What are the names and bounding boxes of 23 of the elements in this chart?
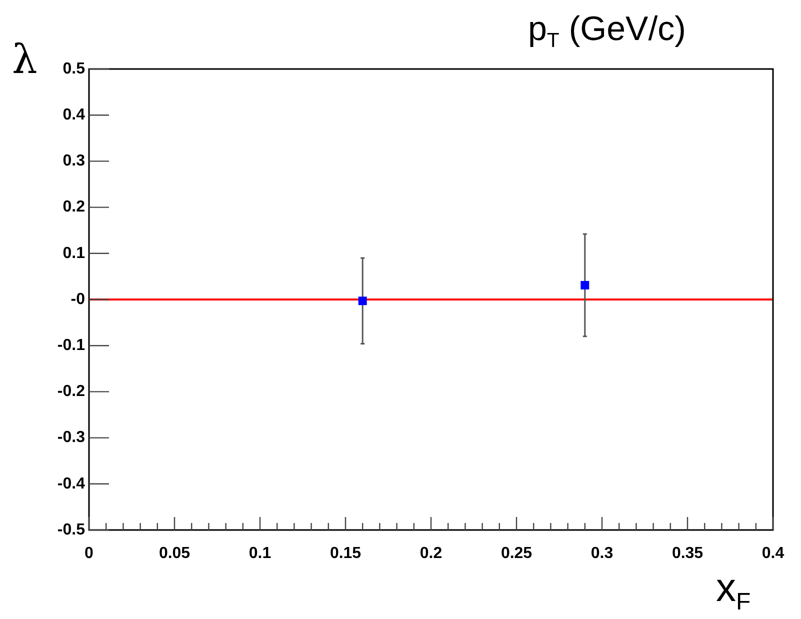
y-tick-label: -0.3 (57, 429, 86, 446)
x-tick-label: 0.2 (420, 545, 442, 562)
x-tick-label: 0.1 (248, 545, 272, 562)
text: p$_{T}$ (GeV/c) (528, 10, 686, 52)
y-tick-label: -0 (70, 290, 86, 308)
y-tick-label: 0.1 (62, 244, 86, 262)
x-axis-title: x$_{F}$ (716, 566, 751, 616)
y-tick-label: 0.5 (62, 60, 86, 78)
y-axis-title: λ (12, 37, 38, 83)
x-tick-label: 0.4 (762, 545, 784, 562)
x-tick-label: 0.3 (590, 545, 614, 562)
x-tick-label: 0.25 (500, 545, 532, 562)
y-tick-label: 0.3 (62, 152, 86, 170)
x-tick-label: 0.05 (158, 545, 190, 562)
y-tick-label: 0.2 (62, 198, 86, 216)
y-tick-label: -0.1 (57, 337, 86, 354)
y-tick-label: -0.2 (57, 383, 86, 400)
y-tick-label: -0.5 (57, 521, 86, 538)
x-tick-label: 0.15 (330, 545, 362, 562)
x-tick-label: 0 (84, 545, 94, 562)
y-tick-label: 0.4 (62, 106, 86, 124)
x-tick-label: 0.35 (672, 545, 704, 562)
y-tick-label: -0.4 (57, 475, 86, 492)
